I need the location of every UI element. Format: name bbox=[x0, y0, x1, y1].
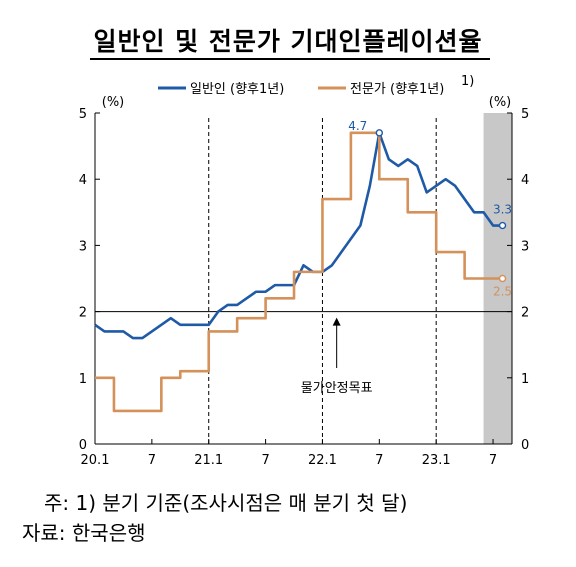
legend-label-expert: 전문가 (향후1년) bbox=[350, 82, 444, 97]
y-tick-label-right: 2 bbox=[521, 306, 529, 321]
annotation-label: 2.5 bbox=[493, 285, 512, 299]
legend-label-general: 일반인 (향후1년) bbox=[190, 82, 284, 97]
series-line-general bbox=[94, 131, 503, 340]
annotation-label: 4.7 bbox=[348, 119, 367, 133]
annotation-marker bbox=[498, 274, 507, 283]
y-tick-label-left: 5 bbox=[79, 107, 87, 122]
annotation-marker bbox=[375, 129, 384, 137]
y-tick-label-right: 1 bbox=[521, 372, 529, 387]
x-tick-label: 23.1 bbox=[422, 453, 451, 468]
x-tick-label: 7 bbox=[261, 453, 269, 468]
y-tick-label-left: 2 bbox=[79, 306, 87, 321]
y-tick-label-left: 4 bbox=[79, 173, 87, 188]
y-tick-label-right: 3 bbox=[521, 239, 529, 254]
target-label: 물가안정목표 bbox=[301, 381, 373, 396]
legend-superscript: 1) bbox=[461, 74, 474, 89]
y-tick-label-left: 3 bbox=[79, 239, 87, 254]
y-axis-unit-left: (%) bbox=[102, 95, 125, 110]
target-arrow-head bbox=[332, 317, 341, 326]
annotation-marker bbox=[498, 221, 507, 230]
x-tick-label: 7 bbox=[375, 453, 383, 468]
y-axis-unit-right: (%) bbox=[489, 95, 512, 110]
y-tick-label-left: 1 bbox=[79, 372, 87, 387]
chart-title: 일반인 및 전문가 기대인플레이션율 bbox=[93, 27, 483, 56]
x-tick-label: 21.1 bbox=[194, 453, 223, 468]
x-tick-label: 20.1 bbox=[81, 453, 110, 468]
x-tick-label: 7 bbox=[148, 453, 156, 468]
expectation-line-chart: 물가안정목표 0 0 1 1 2 2 3 3 4 4 5 5 (%) (%) 20.1 7 21.1 7 22.1 7… bbox=[79, 74, 530, 468]
x-tick-label: 7 bbox=[489, 453, 497, 468]
x-tick-label: 22.1 bbox=[308, 453, 337, 468]
y-tick-label-right: 0 bbox=[521, 438, 529, 453]
footnote: 주: 1) 분기 기준(조사시점은 매 분기 첫 달) bbox=[44, 491, 408, 515]
series-line-expert bbox=[95, 131, 503, 413]
y-tick-label-left: 0 bbox=[79, 438, 87, 453]
title-underline bbox=[90, 58, 490, 60]
source-note: 자료: 한국은행 bbox=[22, 521, 146, 545]
annotation-label: 3.3 bbox=[493, 203, 512, 217]
y-tick-label-right: 5 bbox=[521, 107, 529, 122]
y-tick-label-right: 4 bbox=[521, 173, 529, 188]
